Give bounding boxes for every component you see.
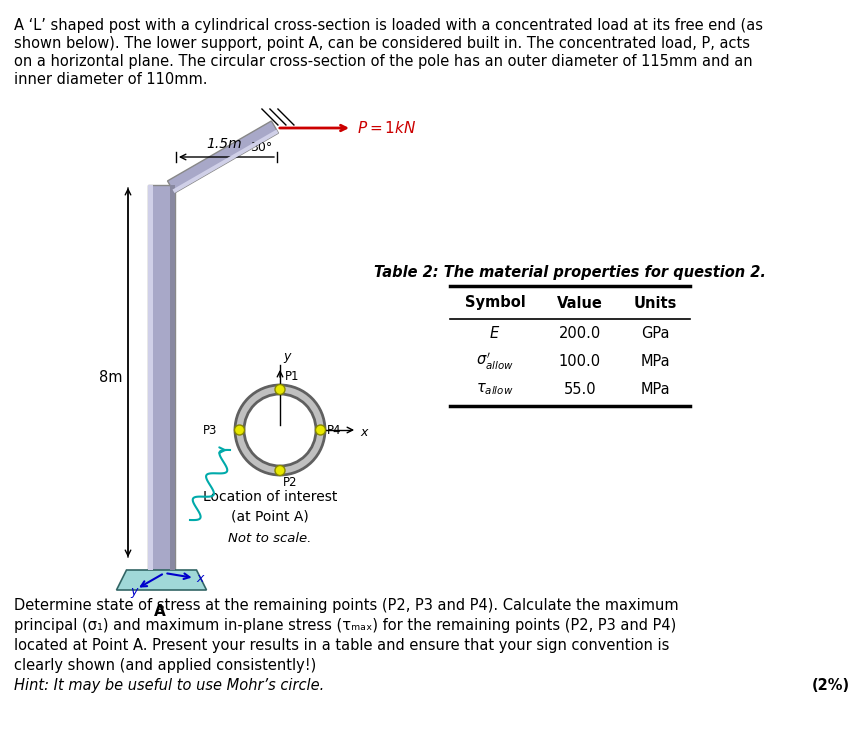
Text: Determine state of stress at the remaining points (P2, P3 and P4). Calculate the: Determine state of stress at the remaini… xyxy=(14,598,678,613)
Polygon shape xyxy=(173,130,278,193)
Polygon shape xyxy=(117,570,206,590)
Text: 30°: 30° xyxy=(250,141,272,154)
Circle shape xyxy=(234,425,245,435)
Circle shape xyxy=(315,425,326,435)
Polygon shape xyxy=(148,185,175,570)
Text: 100.0: 100.0 xyxy=(559,353,601,369)
Circle shape xyxy=(235,385,325,475)
Text: $\tau_{allow}$: $\tau_{allow}$ xyxy=(476,381,514,397)
Text: Hint: It may be useful to use Mohr’s circle.: Hint: It may be useful to use Mohr’s cir… xyxy=(14,678,324,693)
Text: 55.0: 55.0 xyxy=(563,381,596,397)
Text: P2: P2 xyxy=(283,475,297,489)
Text: MPa: MPa xyxy=(640,353,670,369)
Text: A ‘L’ shaped post with a cylindrical cross-section is loaded with a concentrated: A ‘L’ shaped post with a cylindrical cro… xyxy=(14,18,763,33)
Text: (2%): (2%) xyxy=(812,678,850,693)
Polygon shape xyxy=(168,121,278,193)
Circle shape xyxy=(275,384,285,394)
Text: Units: Units xyxy=(633,295,677,311)
Text: $x$: $x$ xyxy=(360,425,370,439)
Text: P4: P4 xyxy=(327,423,341,436)
Text: located at Point A. Present your results in a table and ensure that your sign co: located at Point A. Present your results… xyxy=(14,638,670,653)
Text: on a horizontal plane. The circular cross-section of the pole has an outer diame: on a horizontal plane. The circular cros… xyxy=(14,54,753,69)
Circle shape xyxy=(275,465,285,475)
Text: Symbol: Symbol xyxy=(465,295,525,311)
Text: Not to scale.: Not to scale. xyxy=(228,532,312,545)
Text: shown below). The lower support, point A, can be considered built in. The concen: shown below). The lower support, point A… xyxy=(14,36,750,51)
Text: principal (σ₁) and maximum in-plane stress (τₘₐₓ) for the remaining points (P2, : principal (σ₁) and maximum in-plane stre… xyxy=(14,618,677,633)
Text: inner diameter of 110mm.: inner diameter of 110mm. xyxy=(14,72,207,87)
Text: Table 2: The material properties for question 2.: Table 2: The material properties for que… xyxy=(374,265,766,280)
Text: GPa: GPa xyxy=(641,325,670,341)
Text: 1.5m: 1.5m xyxy=(206,137,242,151)
Text: 200.0: 200.0 xyxy=(559,325,601,341)
Circle shape xyxy=(244,394,316,466)
Text: $E$: $E$ xyxy=(489,325,500,341)
Polygon shape xyxy=(148,185,153,570)
Text: P1: P1 xyxy=(285,369,300,383)
Text: A: A xyxy=(154,604,165,619)
Text: P3: P3 xyxy=(203,423,218,436)
Text: clearly shown (and applied consistently!): clearly shown (and applied consistently!… xyxy=(14,658,316,673)
Text: $y$: $y$ xyxy=(130,586,140,600)
Polygon shape xyxy=(170,185,175,570)
Text: $P = 1kN$: $P = 1kN$ xyxy=(357,120,416,136)
Text: Value: Value xyxy=(557,295,603,311)
Text: MPa: MPa xyxy=(640,381,670,397)
Text: $\sigma^{\prime}_{allow}$: $\sigma^{\prime}_{allow}$ xyxy=(476,350,514,372)
Text: Location of interest
(at Point A): Location of interest (at Point A) xyxy=(203,490,337,523)
Text: 8m: 8m xyxy=(99,370,123,385)
Text: $y$: $y$ xyxy=(283,351,293,365)
Text: $x$: $x$ xyxy=(196,571,206,584)
